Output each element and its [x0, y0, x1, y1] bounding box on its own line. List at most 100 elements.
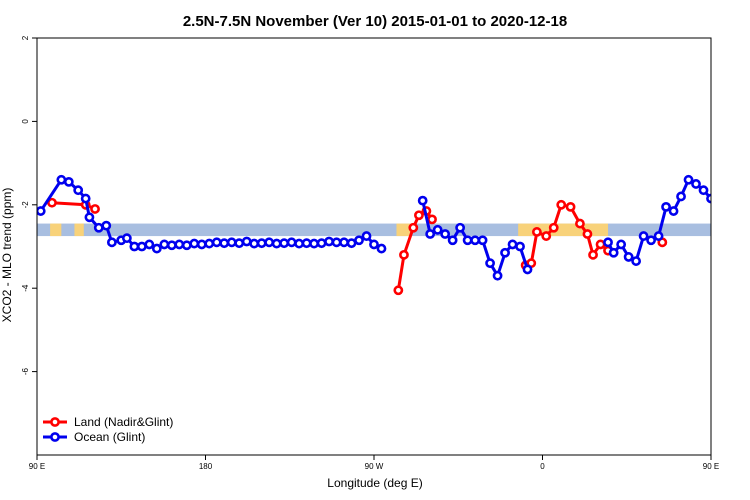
- ocean-series-point: [646, 235, 656, 246]
- ocean-series-point: [80, 193, 91, 204]
- land-band-segment: [518, 223, 534, 237]
- land-band-segment: [396, 223, 412, 237]
- land-band-segment: [74, 223, 84, 237]
- ocean-series-point: [204, 238, 215, 249]
- ocean-series-point: [638, 231, 649, 241]
- ocean-series-point: [279, 238, 290, 249]
- land-series-point: [393, 285, 404, 296]
- land-series-point: [743, 203, 750, 210]
- ocean-series-point: [683, 174, 694, 185]
- ocean-series-point: [623, 252, 634, 262]
- ocean-series-point: [369, 239, 379, 250]
- land-band-segment: [724, 224, 733, 237]
- ocean-series-point: [271, 238, 282, 249]
- ocean-series-point: [376, 243, 387, 254]
- y-tick-label: 0: [21, 119, 30, 124]
- y-tick-label: -6: [21, 367, 30, 375]
- ocean-series-point: [264, 237, 275, 248]
- land-series-point: [427, 214, 437, 225]
- ocean-series-point: [603, 237, 613, 248]
- ocean-series-point: [462, 235, 473, 246]
- x-axis-label: Longitude (deg E): [327, 476, 422, 490]
- ocean-series-point: [316, 238, 327, 249]
- ocean-series-point: [361, 231, 372, 241]
- ocean-series-point: [294, 238, 305, 249]
- ocean-series-point: [492, 270, 503, 281]
- x-tick-label: 90 W: [365, 462, 384, 471]
- land-series-point: [531, 227, 542, 237]
- ocean-series-point: [286, 237, 297, 248]
- ocean-series-point: [698, 185, 709, 196]
- land-series-point: [408, 222, 419, 233]
- ocean-series-point: [159, 239, 170, 250]
- ocean-series-point: [432, 224, 443, 235]
- ocean-series-line: [606, 178, 711, 263]
- ocean-series-point: [121, 233, 132, 244]
- ocean-series-point: [470, 235, 480, 246]
- ocean-series-point: [309, 238, 319, 249]
- legend-ocean-label: Ocean (Glint): [74, 430, 145, 444]
- ocean-series-point: [324, 236, 334, 247]
- ocean-series-point: [745, 235, 750, 242]
- ocean-series-point: [417, 195, 428, 206]
- ocean-series-point: [477, 235, 488, 246]
- ocean-series-point: [691, 179, 701, 189]
- ocean-series-point: [339, 237, 349, 248]
- ocean-series-point: [631, 256, 642, 266]
- ocean-series-point: [522, 264, 533, 275]
- ocean-series-point: [151, 243, 162, 254]
- ocean-series-point: [485, 258, 495, 269]
- ocean-series-point: [256, 238, 267, 249]
- land-series-point: [548, 222, 559, 233]
- x-tick-label: 180: [199, 462, 213, 471]
- ocean-series-point: [730, 222, 737, 229]
- land-series-point: [575, 218, 585, 229]
- land-series-point: [582, 229, 593, 239]
- ocean-series-point: [101, 220, 112, 231]
- ocean-series-point: [189, 238, 200, 249]
- ocean-series-point: [56, 174, 67, 185]
- ocean-series-point: [331, 237, 342, 248]
- ocean-series-point: [136, 241, 147, 252]
- ocean-series-point: [241, 236, 252, 247]
- ocean-series-point: [249, 238, 260, 249]
- axes: 90 E 180 90 W 0 90 E 2 0 -2 -4 -6: [21, 35, 719, 471]
- y-tick-label: 2: [21, 35, 30, 40]
- ocean-series-point: [73, 185, 84, 196]
- legend-ocean-marker: [50, 432, 60, 442]
- land-band-segment: [50, 223, 62, 237]
- legend-land-label: Land (Nadir&Glint): [74, 415, 173, 429]
- ocean-series-point: [144, 239, 155, 250]
- ocean-series-point: [84, 212, 95, 223]
- ocean-series-point: [653, 231, 664, 241]
- land-series-point: [735, 185, 742, 192]
- ocean-series-point: [500, 247, 510, 258]
- ocean-series-point: [722, 224, 729, 231]
- ocean-series-point: [106, 237, 117, 248]
- land-series-point: [414, 210, 424, 221]
- land-series-point: [588, 249, 598, 260]
- y-tick-label: -2: [21, 201, 30, 209]
- ocean-series-point: [63, 176, 74, 187]
- ocean-series-point: [440, 229, 451, 239]
- land-series-point: [565, 201, 576, 212]
- reference-band: [37, 223, 711, 237]
- land-band-segment: [741, 224, 748, 237]
- ocean-series-point: [354, 235, 364, 246]
- ocean-series-point: [507, 239, 518, 250]
- ocean-series-point: [447, 235, 458, 246]
- land-series-point: [399, 249, 409, 260]
- chart-title: 2.5N-7.5N November (Ver 10) 2015-01-01 t…: [183, 13, 567, 30]
- ocean-series-point: [661, 201, 671, 212]
- ocean-series-point: [455, 222, 466, 233]
- ocean-series-point: [219, 238, 230, 249]
- land-series-line: [722, 188, 750, 209]
- x-tick-label: 90 E: [703, 462, 719, 471]
- x-tick-label: 90 E: [29, 462, 45, 471]
- ocean-series-point: [129, 241, 140, 252]
- land-series-point: [47, 197, 57, 208]
- land-series-point: [90, 204, 100, 214]
- ocean-series-point: [737, 239, 744, 246]
- ocean-series-point: [676, 191, 686, 202]
